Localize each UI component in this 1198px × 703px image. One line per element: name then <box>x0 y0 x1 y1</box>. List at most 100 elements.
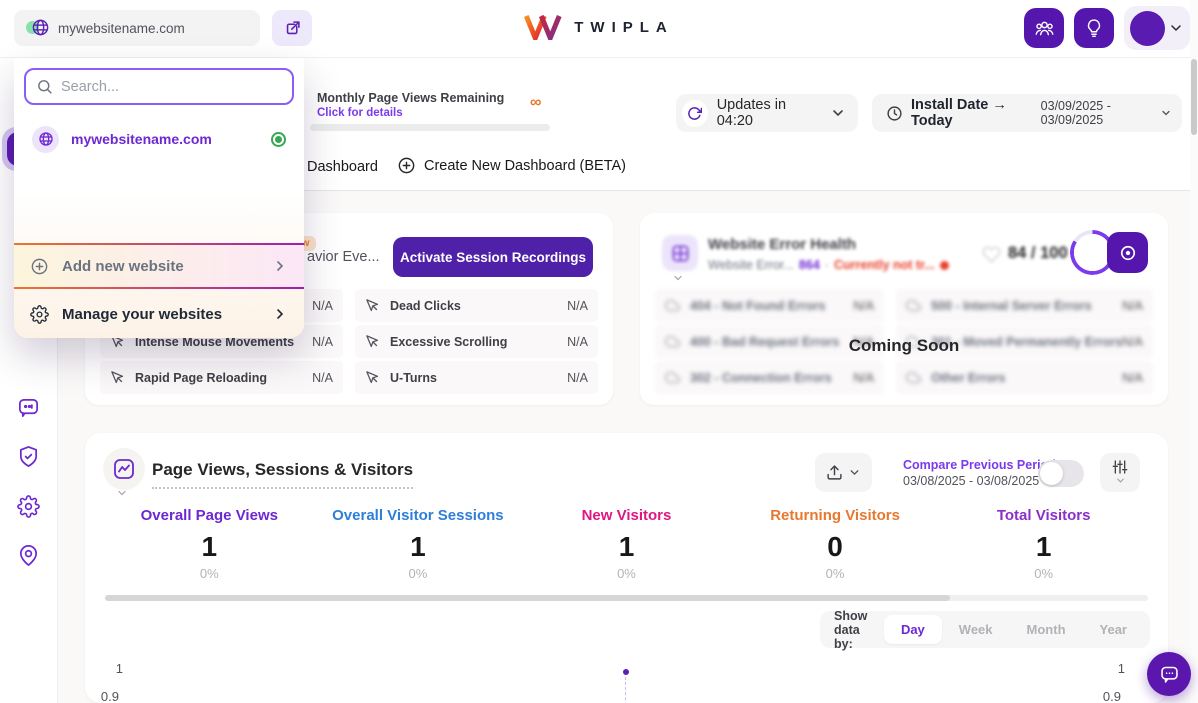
chart-point-guideline <box>625 677 626 703</box>
y-axis-tick-right: 1 <box>1117 661 1125 676</box>
chevron-down-icon <box>830 105 846 121</box>
tab-dashboard[interactable]: Dashboard <box>307 159 378 175</box>
chevron-right-icon <box>272 258 288 274</box>
error-health-subtitle: Website Error... 864 · Currently not tr.… <box>708 258 949 272</box>
chevron-down-icon <box>1160 107 1172 119</box>
line-chart-icon[interactable] <box>103 448 145 490</box>
support-chat-button[interactable] <box>1147 652 1191 696</box>
plus-circle-icon <box>397 156 416 175</box>
globe-icon <box>26 18 49 38</box>
y-axis-tick-right: 0.9 <box>1102 689 1121 703</box>
globe-icon <box>32 125 59 153</box>
metric-overall-page-views: Overall Page Views 1 0% <box>140 507 278 581</box>
community-button[interactable] <box>1024 8 1064 48</box>
settings-gear-icon[interactable] <box>17 495 40 518</box>
record-button[interactable] <box>1107 232 1148 273</box>
compare-toggle[interactable] <box>1038 460 1084 487</box>
chevron-down-icon <box>116 487 128 499</box>
heart-icon <box>982 245 1001 264</box>
activate-session-recordings-button[interactable]: Activate Session Recordings <box>393 237 593 277</box>
create-new-dashboard-button[interactable]: Create New Dashboard (BETA) <box>397 156 626 175</box>
manage-websites-button[interactable]: Manage your websites <box>14 291 304 337</box>
chart-data-point[interactable] <box>623 669 629 675</box>
metric-returning-visitors: Returning Visitors 0 0% <box>770 507 900 581</box>
metric-overall-visitor-sessions: Overall Visitor Sessions 1 0% <box>332 507 504 581</box>
metrics-row: Overall Page Views 1 0% Overall Visitor … <box>105 507 1148 581</box>
sliders-icon <box>1112 460 1128 474</box>
y-axis-tick-left: 0.9 <box>100 689 119 703</box>
external-link-icon <box>286 20 300 34</box>
window-scrollbar-thumb[interactable] <box>1191 59 1197 135</box>
shield-check-icon[interactable] <box>17 445 40 468</box>
updates-label: Updates in 04:20 <box>716 97 787 129</box>
add-new-website-button[interactable]: Add new website <box>14 243 304 289</box>
metric-new-visitors: New Visitors 1 0% <box>581 507 672 581</box>
behavior-row: Dead Clicks N/A <box>355 289 598 322</box>
avatar <box>1130 10 1165 46</box>
website-search[interactable] <box>24 68 294 105</box>
coming-soon-overlay: Coming Soon <box>848 336 960 355</box>
infinity-value: ∞ <box>530 94 542 111</box>
website-switcher-dropdown: mywebsitename.com Add new website Manage… <box>14 58 304 338</box>
open-website-button[interactable] <box>272 10 312 46</box>
filter-settings-button[interactable] <box>1100 453 1140 492</box>
ideas-button[interactable] <box>1074 8 1114 48</box>
plus-circle-icon <box>31 258 48 274</box>
status-dot <box>939 260 949 270</box>
metrics-scrollbar-thumb[interactable] <box>105 595 950 601</box>
show-data-by-control: Show data by: Day Week Month Year <box>820 609 1150 651</box>
active-status-radio[interactable] <box>271 131 286 147</box>
website-error-health-card: Website Error Health Website Error... 86… <box>640 213 1168 405</box>
cloud-icon <box>665 370 680 385</box>
granularity-year[interactable]: Year <box>1099 622 1127 637</box>
granularity-day[interactable]: Day <box>883 615 942 644</box>
search-icon <box>38 80 52 94</box>
mouse-pointer-icon <box>110 370 125 385</box>
panel-title: Page Views, Sessions & Visitors <box>152 460 414 489</box>
website-selector-label: mywebsitename.com <box>58 20 185 36</box>
granularity-month[interactable]: Month <box>1026 622 1066 637</box>
mouse-pointer-icon <box>365 370 380 385</box>
website-list-item[interactable]: mywebsitename.com <box>20 118 298 160</box>
feedback-message-icon[interactable] <box>17 396 40 419</box>
export-button[interactable] <box>815 453 872 492</box>
monthly-pageviews-details-link[interactable]: Click for details <box>317 107 403 119</box>
divider <box>58 190 1190 191</box>
create-new-dashboard-label: Create New Dashboard (BETA) <box>424 157 627 174</box>
upload-icon <box>827 465 842 480</box>
chevron-down-icon <box>1116 478 1124 483</box>
chevron-right-icon <box>272 306 288 322</box>
granularity-week[interactable]: Week <box>958 622 993 637</box>
account-menu[interactable] <box>1124 6 1190 50</box>
cloud-icon <box>665 334 680 349</box>
clock-icon <box>886 105 903 122</box>
error-row: 400 - Bad Request Errors N/A <box>655 325 885 358</box>
error-row: 301 - Moved Permanently Errors N/A <box>896 325 1153 358</box>
behavior-row: Excessive Scrolling N/A <box>355 325 598 358</box>
twipla-logo: TWIPLA <box>524 14 674 40</box>
chevron-down-icon <box>672 272 684 284</box>
website-name: mywebsitename.com <box>71 131 212 147</box>
search-input[interactable] <box>61 78 282 95</box>
date-range-picker[interactable]: Install Date → Today 03/09/2025 - 03/09/… <box>872 94 1182 132</box>
top-header: mywebsitename.com TWIPLA <box>0 0 1198 58</box>
website-selector[interactable]: mywebsitename.com <box>14 10 260 46</box>
twipla-wordmark: TWIPLA <box>574 18 674 36</box>
date-range-value: 03/09/2025 - 03/09/2025 <box>1040 99 1111 127</box>
location-pin-icon[interactable] <box>17 544 40 567</box>
behavior-card-title: avior Eve... <box>307 249 380 265</box>
cloud-icon <box>906 298 922 313</box>
gear-icon <box>30 304 49 324</box>
metrics-scrollbar <box>105 595 1148 601</box>
window-scrollbar <box>1190 0 1198 703</box>
lightbulb-icon <box>1087 19 1101 38</box>
cloud-icon <box>906 334 922 349</box>
chevron-down-icon <box>850 470 859 476</box>
error-health-title: Website Error Health <box>708 236 857 253</box>
metric-total-visitors: Total Visitors 1 0% <box>996 507 1091 581</box>
pageviews-sessions-visitors-panel: Page Views, Sessions & Visitors Compare … <box>85 433 1168 703</box>
error-health-icon <box>662 235 698 271</box>
monthly-pageviews-progressbar <box>310 124 550 131</box>
twipla-logo-mark <box>524 15 562 40</box>
updates-countdown-dropdown[interactable]: Updates in 04:20 <box>676 94 858 132</box>
